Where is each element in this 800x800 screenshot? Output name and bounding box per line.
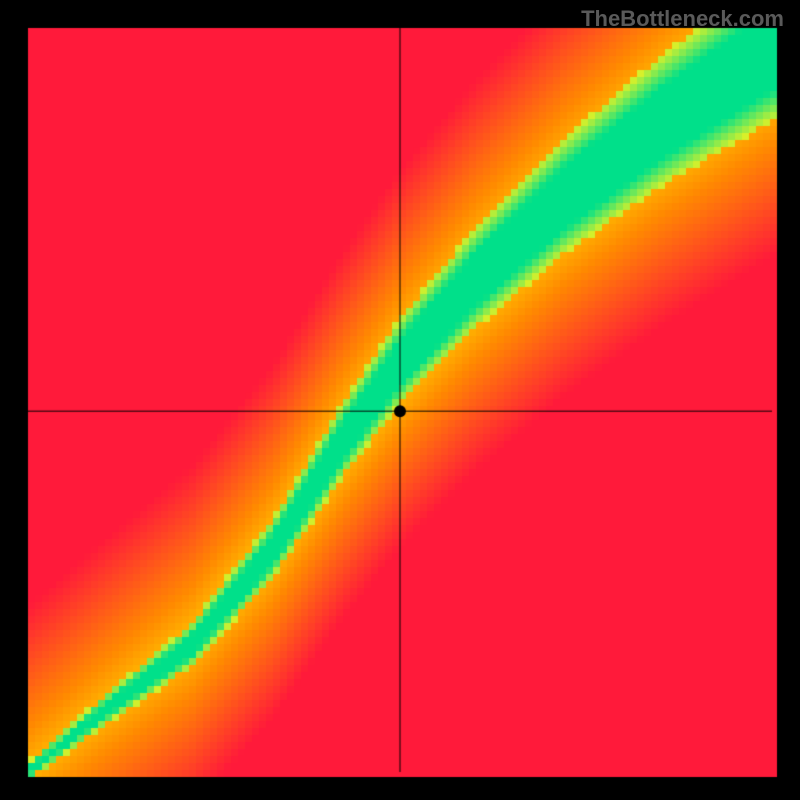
heatmap-canvas bbox=[0, 0, 800, 800]
chart-container: TheBottleneck.com bbox=[0, 0, 800, 800]
watermark-text: TheBottleneck.com bbox=[581, 6, 784, 32]
